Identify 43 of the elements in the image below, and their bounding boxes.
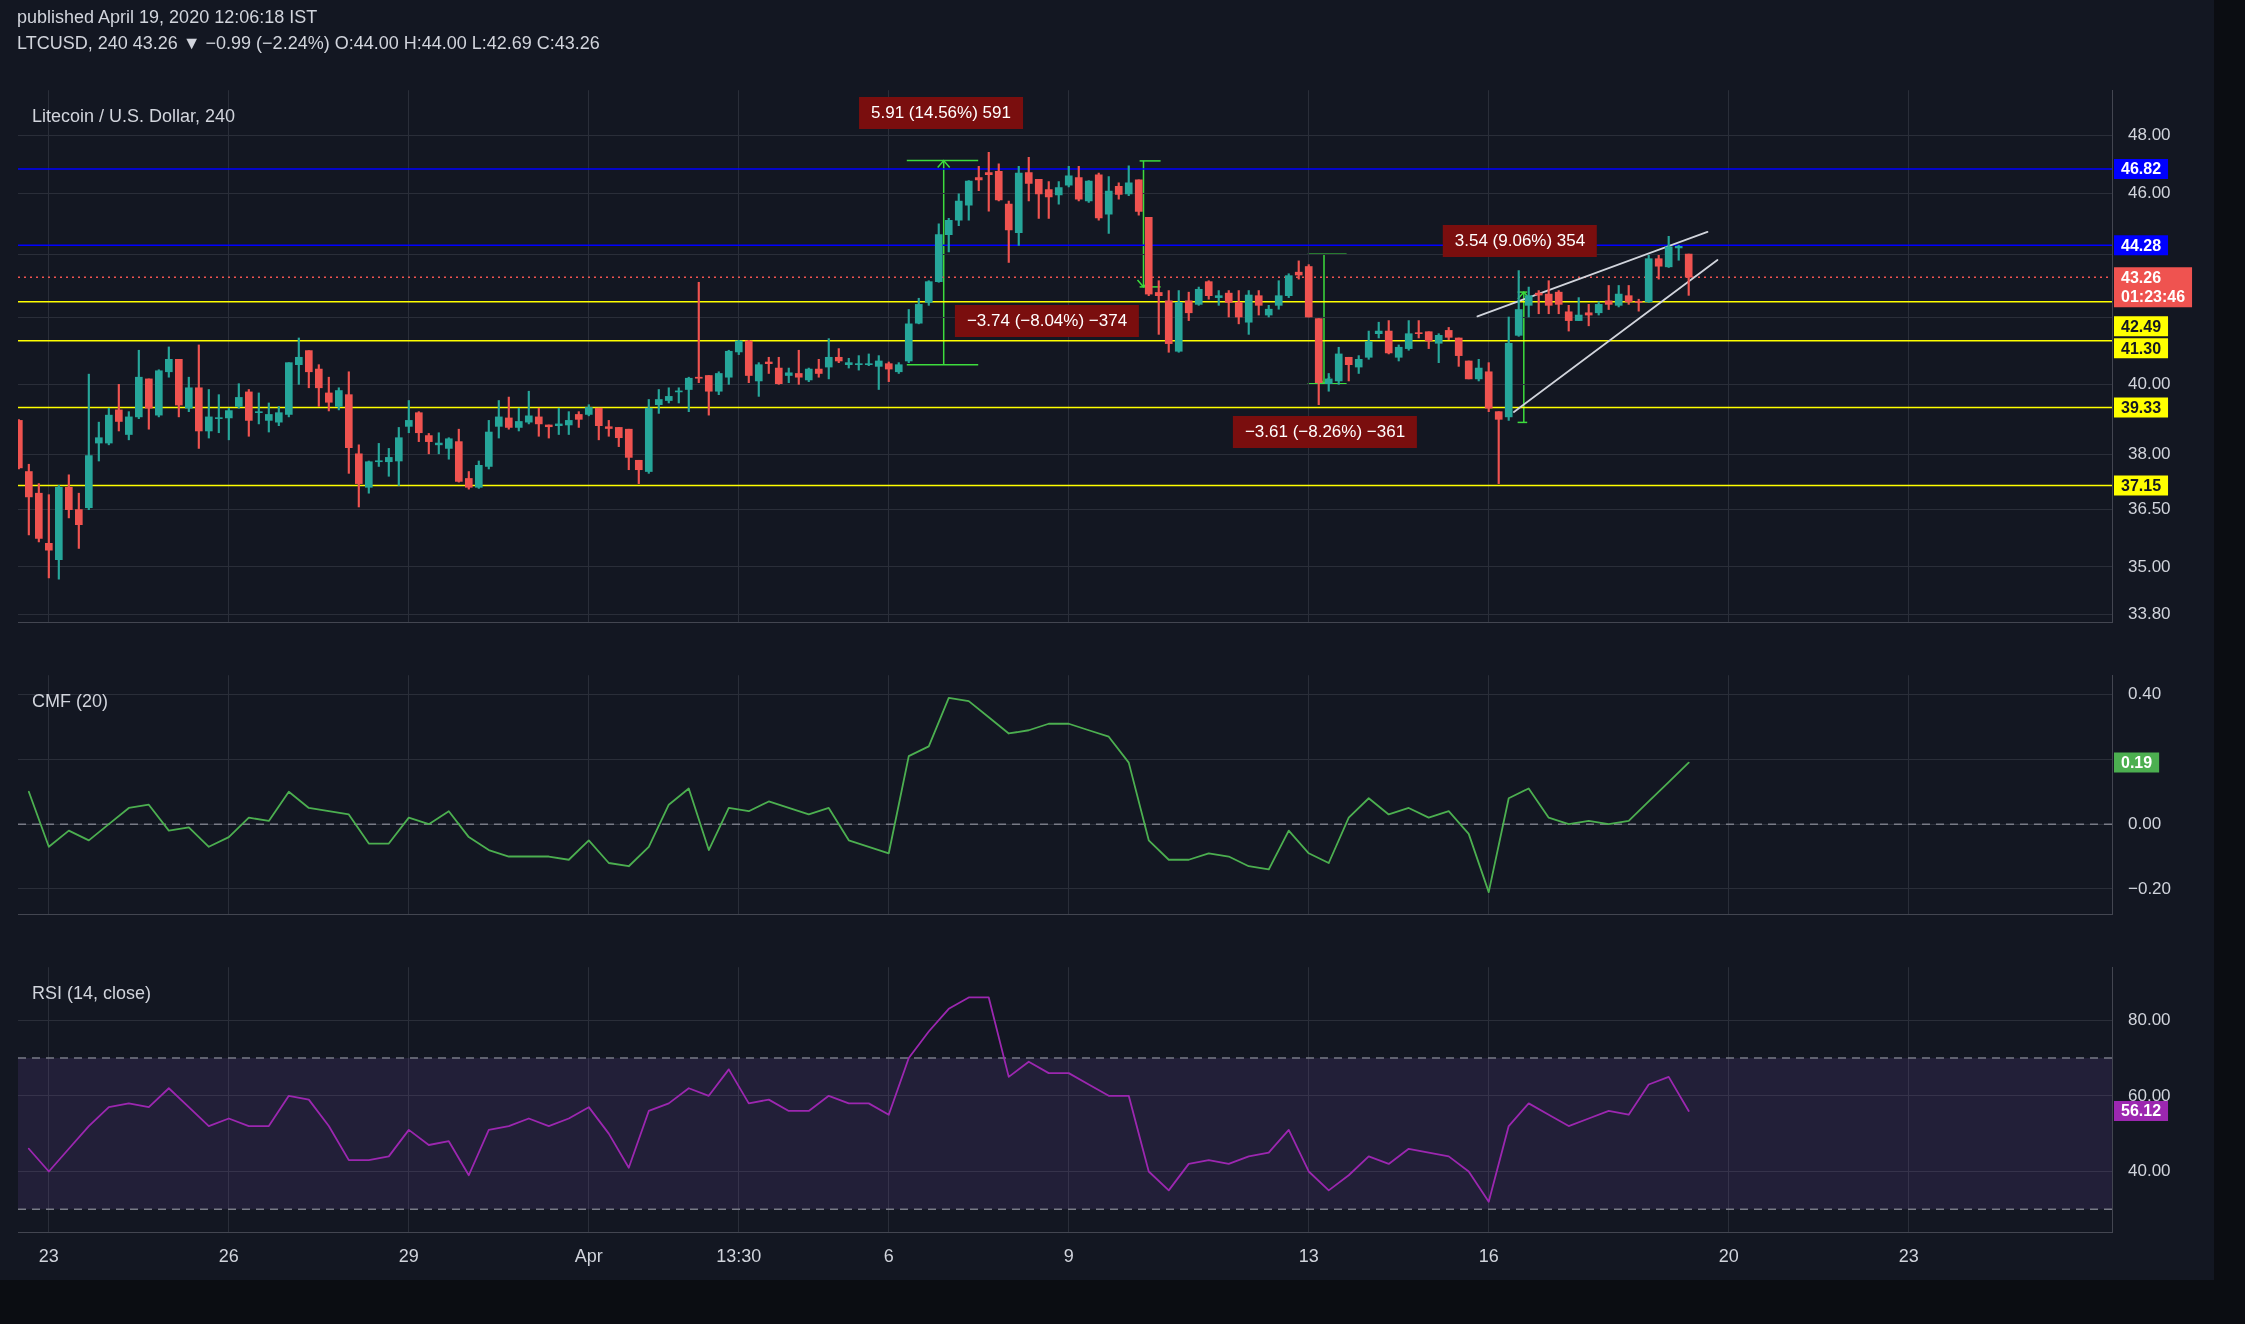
text: LTCUSD, 240 43.26 ▼ −0.99 (−2.24%) O:44.00 H:44.00 L:42.69 C:43.26 [17, 32, 600, 54]
ref-line-label: 37.15 [2121, 476, 2162, 494]
x-tick-label: 13:30 [716, 1245, 762, 1266]
ref-line-label: 41.30 [2121, 339, 2162, 357]
text: 0.19 [2114, 752, 2160, 773]
y-tick-label: 48.00 [2128, 124, 2171, 144]
ref-line-label: 43.26 [2121, 268, 2162, 286]
x-tick-label: 16 [1478, 1245, 1499, 1266]
y-tick-label: 38.00 [2128, 444, 2171, 464]
x-tick-label: 20 [1718, 1245, 1739, 1266]
ref-line-label: 39.33 [2121, 398, 2162, 416]
y-tick-label: 0.40 [2128, 684, 2162, 704]
text: CMF (20) [32, 691, 108, 712]
ref-line-label: 42.49 [2121, 317, 2162, 335]
text: Litecoin / U.S. Dollar, 240 [32, 106, 236, 127]
annotation: 5.91 (14.56%) 591 [859, 97, 1023, 129]
x-tick-label: 23 [38, 1245, 59, 1266]
annotation: −3.61 (−8.26%) −361 [1232, 416, 1418, 448]
x-tick-label: 9 [1063, 1245, 1074, 1266]
y-tick-label: 35.00 [2128, 556, 2171, 576]
y-tick-label: 33.80 [2128, 604, 2171, 624]
y-tick-label: 40.00 [2128, 374, 2171, 394]
x-tick-label: 29 [398, 1245, 419, 1266]
ref-line-label: 44.28 [2121, 236, 2162, 254]
y-tick-label: 46.00 [2128, 182, 2171, 202]
x-tick-label: 13 [1298, 1245, 1319, 1266]
x-tick-label: 23 [1898, 1245, 1919, 1266]
y-tick-label: −0.20 [2128, 878, 2172, 898]
x-tick-label: Apr [574, 1245, 603, 1266]
x-tick-label: 26 [218, 1245, 239, 1266]
y-tick-label: 36.50 [2128, 499, 2171, 519]
y-tick-label: 80.00 [2128, 1009, 2171, 1029]
annotation: −3.74 (−8.04%) −374 [954, 305, 1140, 337]
text: RSI (14, close) [32, 983, 152, 1004]
text: 01:23:46 [2120, 287, 2187, 308]
text: 56.12 [2114, 1100, 2169, 1121]
y-tick-label: 0.00 [2128, 813, 2162, 833]
text: published April 19, 2020 12:06:18 IST [17, 6, 318, 28]
y-tick-label: 40.00 [2128, 1161, 2171, 1181]
ref-line-label: 46.82 [2121, 160, 2162, 178]
candlestick [694, 281, 703, 383]
annotation: 3.54 (9.06%) 354 [1442, 225, 1598, 257]
x-tick-label: 6 [883, 1245, 894, 1266]
